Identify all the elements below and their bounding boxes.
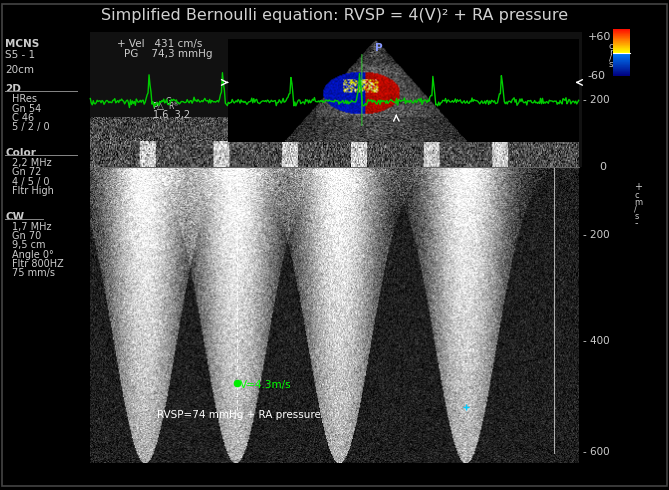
Text: m: m <box>634 198 642 207</box>
Text: -: - <box>634 218 638 228</box>
Text: C 46: C 46 <box>12 113 34 123</box>
Text: Simplified Bernoulli equation: RVSP = 4(V)² + RA pressure: Simplified Bernoulli equation: RVSP = 4(… <box>101 8 568 23</box>
Text: 9,5 cm: 9,5 cm <box>12 241 45 250</box>
Text: 75 mm/s: 75 mm/s <box>12 269 55 278</box>
Text: 1,7 MHz: 1,7 MHz <box>12 222 52 232</box>
Text: ®: ® <box>173 102 179 107</box>
Text: P: P <box>153 102 158 111</box>
Text: c: c <box>634 191 639 200</box>
Text: - 400: - 400 <box>583 336 610 345</box>
Text: /: / <box>634 205 637 214</box>
Text: HRes: HRes <box>12 95 37 104</box>
Text: R: R <box>169 102 174 111</box>
Text: S5 - 1: S5 - 1 <box>5 50 35 60</box>
Text: + Vel   431 cm/s: + Vel 431 cm/s <box>117 39 203 49</box>
Text: - 600: - 600 <box>583 447 610 457</box>
Text: 0: 0 <box>599 162 605 172</box>
Text: +: + <box>634 182 642 192</box>
Text: PG    74,3 mmHg: PG 74,3 mmHg <box>124 49 213 59</box>
Text: +60: +60 <box>587 32 611 42</box>
Text: CW: CW <box>5 212 25 221</box>
Text: P: P <box>375 43 383 53</box>
Text: Gn 72: Gn 72 <box>12 168 41 177</box>
Text: 4 / 5 / 0: 4 / 5 / 0 <box>12 177 50 187</box>
Text: 2,2 MHz: 2,2 MHz <box>12 158 52 168</box>
Text: G: G <box>165 98 171 106</box>
Text: 107 BPM: 107 BPM <box>508 131 560 144</box>
Text: -60: -60 <box>587 71 605 81</box>
Text: /: / <box>609 54 611 63</box>
Text: Angle 0°: Angle 0° <box>12 250 54 260</box>
Text: 5 / 2 / 0: 5 / 2 / 0 <box>12 122 50 132</box>
Text: Gn 54: Gn 54 <box>12 104 41 114</box>
Text: MCNS: MCNS <box>5 39 39 49</box>
Bar <box>90 32 582 167</box>
Bar <box>90 168 579 463</box>
Text: m: m <box>609 48 617 57</box>
Text: - 200: - 200 <box>583 96 610 105</box>
Text: Fltr 800HZ: Fltr 800HZ <box>12 259 64 269</box>
Text: △: △ <box>157 102 163 111</box>
Text: s: s <box>634 212 639 220</box>
Text: 20cm: 20cm <box>5 65 34 74</box>
Text: Fltr High: Fltr High <box>12 186 54 196</box>
Text: Color: Color <box>5 148 36 158</box>
Text: RVSP=74 mmHg + RA pressure: RVSP=74 mmHg + RA pressure <box>157 410 321 420</box>
Text: Gn 70: Gn 70 <box>12 231 41 241</box>
Text: 1,6  3,2: 1,6 3,2 <box>153 110 189 120</box>
Text: c: c <box>609 42 613 51</box>
Text: s: s <box>609 60 613 69</box>
Text: 2D: 2D <box>5 84 21 94</box>
Text: - 200: - 200 <box>583 230 610 240</box>
Text: V=4.3m/s: V=4.3m/s <box>240 380 291 390</box>
